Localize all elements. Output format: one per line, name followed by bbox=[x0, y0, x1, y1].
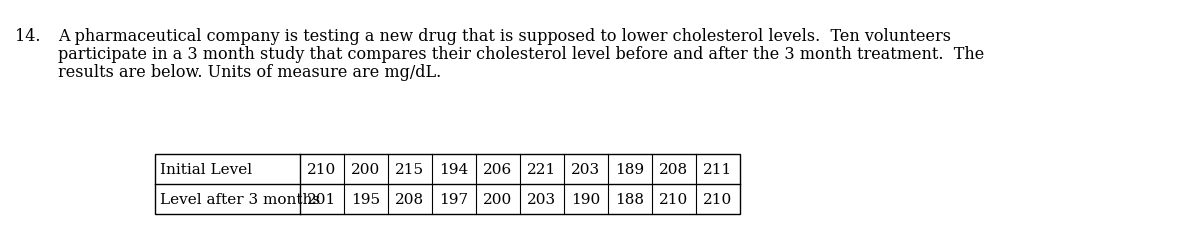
Text: 200: 200 bbox=[484, 192, 512, 206]
Text: 221: 221 bbox=[527, 162, 557, 176]
Text: 215: 215 bbox=[396, 162, 425, 176]
Text: 190: 190 bbox=[571, 192, 601, 206]
Text: 208: 208 bbox=[660, 162, 689, 176]
Text: 210: 210 bbox=[659, 192, 689, 206]
Text: 211: 211 bbox=[703, 162, 733, 176]
Text: A pharmaceutical company is testing a new drug that is supposed to lower cholest: A pharmaceutical company is testing a ne… bbox=[58, 28, 952, 45]
Text: 203: 203 bbox=[528, 192, 557, 206]
Text: 189: 189 bbox=[616, 162, 644, 176]
Text: 188: 188 bbox=[616, 192, 644, 206]
Text: results are below. Units of measure are mg/dL.: results are below. Units of measure are … bbox=[58, 64, 442, 81]
Text: 210: 210 bbox=[307, 162, 337, 176]
Text: 197: 197 bbox=[439, 192, 468, 206]
Text: 14.: 14. bbox=[14, 28, 41, 45]
Text: 194: 194 bbox=[439, 162, 469, 176]
Text: 201: 201 bbox=[307, 192, 337, 206]
Text: 200: 200 bbox=[352, 162, 380, 176]
Text: 203: 203 bbox=[571, 162, 600, 176]
Text: 195: 195 bbox=[352, 192, 380, 206]
Bar bbox=[155, 154, 740, 214]
Text: 208: 208 bbox=[396, 192, 425, 206]
Text: 206: 206 bbox=[484, 162, 512, 176]
Text: Initial Level: Initial Level bbox=[160, 162, 252, 176]
Text: Level after 3 months: Level after 3 months bbox=[160, 192, 320, 206]
Text: 210: 210 bbox=[703, 192, 733, 206]
Text: participate in a 3 month study that compares their cholesterol level before and : participate in a 3 month study that comp… bbox=[58, 46, 984, 63]
